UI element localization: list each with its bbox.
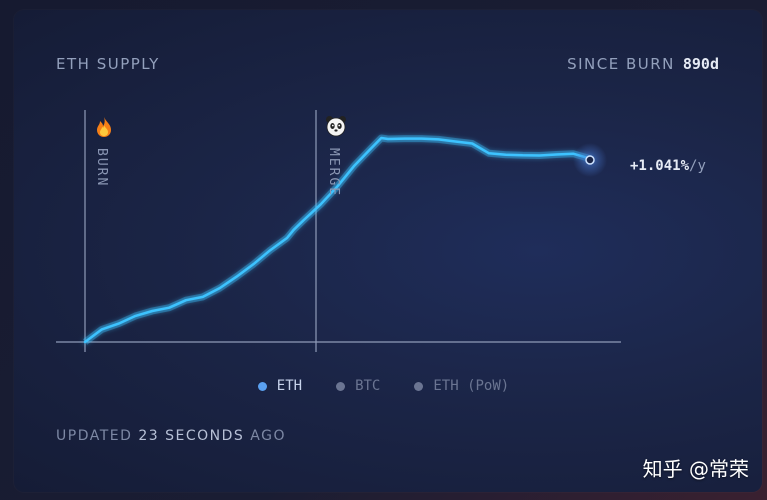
watermark: 知乎 @常荣 xyxy=(642,457,749,481)
updated-prefix: UPDATED xyxy=(56,428,133,444)
legend-item-eth[interactable]: ETH xyxy=(257,378,303,394)
legend-dot-eth xyxy=(257,381,267,391)
rate-value: +1.041% xyxy=(630,158,690,174)
legend-label-eth-pow: ETH (PoW) xyxy=(433,378,510,394)
since-burn-value: 890d xyxy=(682,55,719,73)
rate-unit: /y xyxy=(689,158,706,174)
legend-dot-btc xyxy=(336,381,346,391)
legend-item-eth-pow[interactable]: ETH (PoW) xyxy=(414,378,509,394)
legend-label-btc: BTC xyxy=(355,378,381,394)
chart-legend: ETH BTC ETH (PoW) xyxy=(0,378,767,394)
legend-item-btc[interactable]: BTC xyxy=(336,378,380,394)
updated-seconds: 23 xyxy=(138,428,160,444)
updated-unit: SECONDS xyxy=(165,428,245,444)
panda-icon xyxy=(326,116,346,137)
eth-series-line xyxy=(83,136,592,344)
merge-label: MERGE xyxy=(326,148,341,198)
burn-label: BURN xyxy=(94,148,109,188)
legend-dot-eth-pow xyxy=(414,381,424,391)
endpoint-marker[interactable] xyxy=(585,155,595,165)
since-burn-label: SINCE BURN xyxy=(567,55,675,73)
supply-card xyxy=(14,10,762,492)
fire-icon xyxy=(97,117,111,137)
card-title: ETH SUPPLY xyxy=(56,55,160,73)
supply-growth-rate: +1.041%/y xyxy=(630,158,706,174)
updated-ago: AGO xyxy=(250,428,286,444)
legend-label-eth: ETH xyxy=(276,378,303,394)
updated-status: UPDATED 23 SECONDS AGO xyxy=(56,428,286,444)
since-burn: SINCE BURN 890d xyxy=(567,55,719,73)
